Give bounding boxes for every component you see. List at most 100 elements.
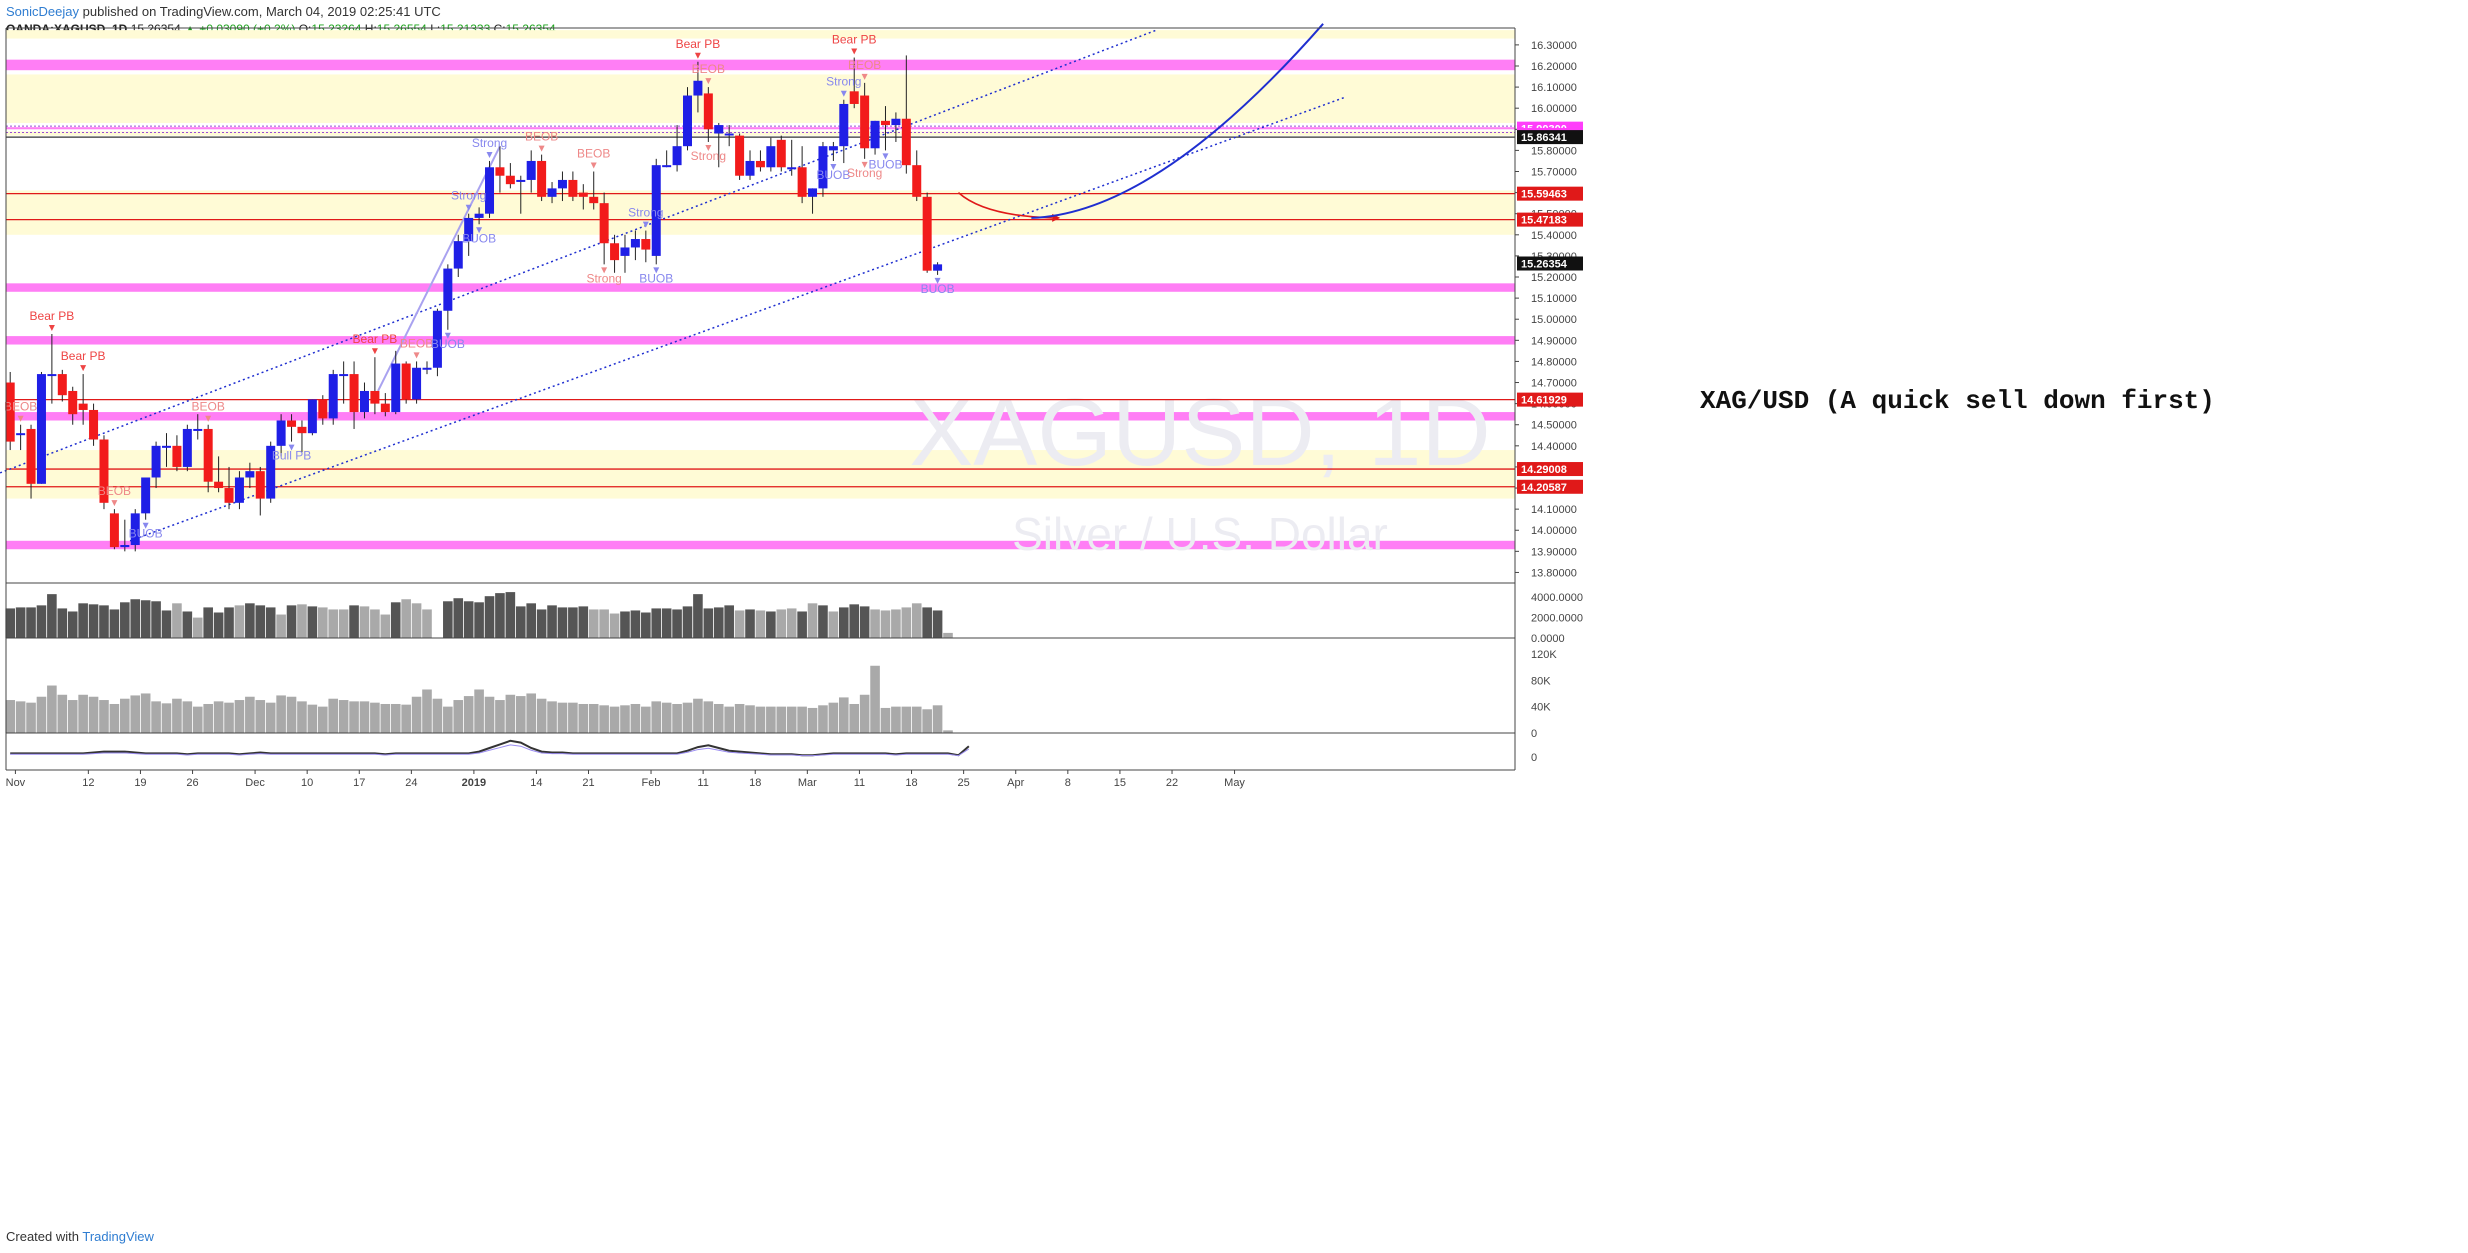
volume-bar — [36, 605, 47, 638]
trend-channel-line — [0, 29, 1157, 474]
price-tick-label: 14.80000 — [1531, 356, 1577, 368]
oi-bar — [599, 705, 609, 733]
time-tick-label: 14 — [530, 777, 542, 789]
oi-bar — [453, 700, 464, 733]
candle-body — [672, 146, 682, 166]
pattern-marker — [538, 145, 545, 152]
oi-bar — [224, 702, 234, 733]
volume-tick-label: 4000.0000 — [1531, 592, 1583, 604]
pattern-label: BEOB — [577, 146, 610, 160]
oscillator-tick-label: 0 — [1531, 752, 1537, 764]
pattern-marker — [371, 348, 378, 355]
publish-text: published on TradingView.com, March 04, … — [82, 4, 441, 19]
candle-body — [5, 382, 15, 442]
volume-bar — [891, 609, 901, 638]
volume-bar — [630, 610, 641, 638]
volume-bar — [776, 609, 787, 638]
volume-bar — [818, 605, 828, 638]
volume-bar — [828, 611, 839, 638]
zone-pink — [6, 336, 1515, 345]
oi-bar — [776, 706, 787, 733]
time-tick-label: 12 — [82, 777, 94, 789]
volume-bar — [786, 608, 797, 638]
candle-body — [557, 179, 567, 189]
volume-bar — [682, 606, 693, 638]
volume-bar — [255, 605, 266, 638]
volume-bar — [578, 606, 589, 638]
oi-bar — [786, 706, 797, 733]
candle-body — [287, 420, 297, 427]
candle-body — [485, 167, 495, 214]
drawings-layer — [957, 23, 1324, 222]
price-axis[interactable]: 16.3000016.2000016.1000016.0000015.90000… — [1515, 40, 1583, 764]
pattern-label: Strong — [847, 166, 882, 180]
volume-bar — [245, 603, 255, 638]
oi-bar — [651, 701, 662, 733]
volume-bar — [109, 609, 120, 638]
oi-bar — [338, 700, 349, 733]
oi-bar — [99, 700, 109, 733]
time-tick-label: 19 — [134, 777, 146, 789]
oi-bar — [932, 705, 943, 733]
oi-bar — [578, 703, 589, 733]
zone-yellow — [6, 30, 1515, 39]
oi-bar — [286, 696, 297, 733]
time-tick-label: Nov — [6, 777, 26, 789]
oi-bar — [849, 703, 860, 733]
pattern-label: BEOB — [525, 130, 558, 144]
candle-body — [828, 146, 838, 151]
candle-body — [849, 91, 859, 104]
candle-body — [797, 167, 807, 197]
candle-body — [547, 188, 557, 197]
price-tick-label: 15.70000 — [1531, 166, 1577, 178]
time-tick-label: Apr — [1007, 777, 1024, 789]
candle-body — [641, 239, 651, 250]
time-axis[interactable]: Nov 12 19 26 Dec 10 17 24 2019 14 21 Feb 11 18 Mar 11 18… — [6, 770, 1246, 789]
oi-bar — [328, 698, 339, 733]
oi-bar — [891, 706, 901, 733]
oi-bar — [547, 701, 557, 733]
time-tick-label: 25 — [958, 777, 970, 789]
candle-body — [422, 367, 432, 370]
volume-bar — [474, 602, 484, 638]
candle-body — [891, 118, 901, 126]
candle-body — [464, 217, 474, 242]
oi-bar — [443, 706, 453, 733]
candles-layer — [5, 55, 943, 552]
candle-body — [453, 241, 463, 269]
oi-bar — [192, 706, 203, 733]
volume-bar — [349, 605, 359, 638]
price-tick-label: 14.70000 — [1531, 378, 1577, 390]
pattern-label: BUOB — [129, 527, 163, 541]
pattern-marker — [590, 162, 597, 169]
pattern-label: BEOB — [848, 58, 881, 72]
trend-channel-line — [129, 96, 1345, 542]
oi-tick-label: 0 — [1531, 728, 1537, 740]
volume-bar — [849, 604, 860, 638]
pattern-label: Bear PB — [30, 309, 75, 323]
candle-body — [808, 188, 818, 197]
price-tick-label: 13.90000 — [1531, 546, 1577, 558]
candle-body — [735, 135, 745, 176]
oscillator-signal-line — [10, 744, 970, 757]
price-tag — [1517, 479, 1583, 494]
pattern-marker — [861, 161, 868, 168]
volume-bar — [724, 605, 734, 638]
zone-yellow — [6, 74, 1515, 123]
volume-bar — [130, 599, 141, 638]
author-name[interactable]: SonicDeejay — [6, 4, 79, 19]
price-tick-label: 16.30000 — [1531, 40, 1577, 52]
volume-bar — [588, 609, 599, 638]
candle-body — [839, 103, 849, 147]
candle-body — [620, 247, 630, 256]
volume-bar — [120, 602, 130, 638]
candle-body — [693, 80, 703, 96]
tradingview-logo[interactable]: TradingView — [82, 1229, 154, 1244]
oi-bar — [411, 696, 422, 733]
volume-bar — [328, 609, 339, 638]
candle-body — [589, 196, 599, 204]
oi-bar — [120, 698, 130, 733]
volume-bar — [99, 605, 109, 638]
volume-tick-label: 2000.0000 — [1531, 613, 1583, 625]
